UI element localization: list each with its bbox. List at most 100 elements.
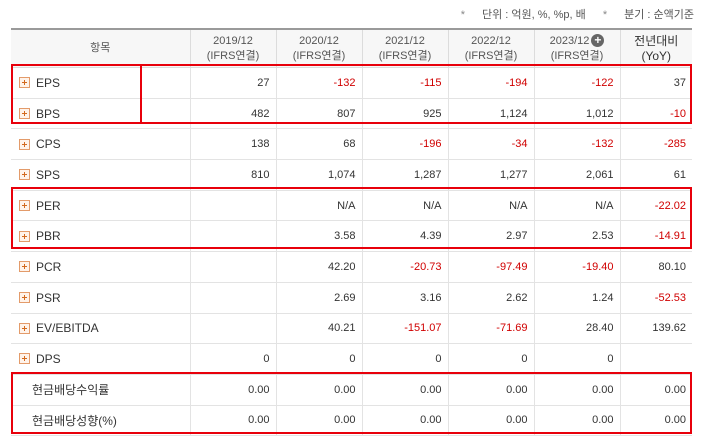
yoy-column-header: 전년대비 (YoY) [619,28,692,68]
row-label: EPS [36,75,61,90]
header-row: 항목 2019/12 (IFRS연결) 2020/12 (IFRS연결) 2021/12… [11,28,692,68]
value-cell: 0.00 [189,405,276,437]
value-cell: 28.40 [533,313,620,345]
value-cell: 0.00 [361,405,448,437]
value-cell [189,220,276,253]
year-column-header: 2020/12 (IFRS연결) [275,28,363,68]
row-label-cell[interactable]: PBR [11,220,190,253]
table-row: PBR 3.58 4.39 2.97 2.53 -14.91 [11,220,692,253]
year-column-header: 2023/12 + (IFRS연결) [533,28,621,68]
row-label-cell[interactable]: EV/EBITDA [11,313,190,345]
value-cell: 80.10 [619,251,692,283]
row-label: EV/EBITDA [36,321,99,336]
value-cell: -71.69 [447,313,534,345]
value-cell: 0.00 [533,374,620,406]
plus-box-icon[interactable] [19,291,30,303]
value-cell: 925 [361,98,448,130]
basis-label: (IFRS연결) [378,49,432,62]
plus-box-icon[interactable] [19,322,30,334]
value-cell: 0.00 [447,405,534,437]
value-cell: -151.07 [361,313,448,345]
table-row: DPS 0 0 0 0 0 [11,343,692,375]
value-cell: -34 [447,128,534,161]
value-cell: 810 [189,159,276,191]
table-row: PSR 2.69 3.16 2.62 1.24 -52.53 [11,282,692,314]
value-cell: 0 [275,343,362,375]
value-cell: 40.21 [275,313,362,345]
row-label-cell[interactable]: BPS [11,98,190,130]
value-cell: 68 [275,128,362,161]
plus-circle-icon[interactable]: + [591,34,605,48]
value-cell: -196 [361,128,448,161]
row-label-cell[interactable]: EPS [11,67,190,99]
plus-box-icon[interactable] [19,261,30,273]
value-cell: 0.00 [533,405,620,437]
value-cell: 1,124 [447,98,534,130]
plus-box-icon[interactable] [19,230,30,242]
period-note-text: 분기 : 순액기준 [624,9,694,21]
value-cell: 2.69 [275,282,362,314]
year-column-header: 2022/12 (IFRS연결) [447,28,535,68]
value-cell: 0 [533,343,620,375]
unit-note: * 단위 : 억원, %, %p, 배 [460,9,586,21]
value-cell: 42.20 [275,251,362,283]
row-label-cell[interactable]: SPS [11,159,190,191]
value-cell: 2.97 [447,220,534,253]
value-cell [189,313,276,345]
table-row: PCR 42.20 -20.73 -97.49 -19.40 80.10 [11,251,692,283]
value-cell [189,190,276,222]
row-label: DPS [36,352,61,367]
value-cell: -194 [447,67,534,99]
table-row: PER N/A N/A N/A N/A -22.02 [11,190,692,222]
value-cell: -10 [619,98,692,130]
year-label: 2019/12 [213,34,253,47]
plus-box-icon[interactable] [19,353,30,365]
value-cell: 3.16 [361,282,448,314]
yoy-label: 전년대비 [634,33,679,48]
yoy-sublabel: (YoY) [641,48,672,63]
basis-label: (IFRS연결) [206,49,260,62]
plus-box-icon[interactable] [19,77,30,89]
value-cell: 139.62 [619,313,692,345]
row-label: PCR [36,259,62,274]
value-cell: 0.00 [619,374,692,406]
value-cell: -14.91 [619,220,692,253]
value-cell: 61 [619,159,692,191]
value-cell: 482 [189,98,276,130]
value-cell: 1,074 [275,159,362,191]
row-label-cell[interactable]: PCR [11,251,190,283]
value-cell: 0.00 [189,374,276,406]
value-cell: 0 [361,343,448,375]
table-row: 현금배당수익률 0.00 0.00 0.00 0.00 0.00 0.00 [11,374,692,406]
basis-label: (IFRS연결) [464,49,518,62]
row-label-cell[interactable]: PSR [11,282,190,314]
value-cell: 27 [189,67,276,99]
value-cell: -115 [361,67,448,99]
plus-box-icon[interactable] [19,169,30,181]
value-cell: 0 [447,343,534,375]
value-cell: -52.53 [619,282,692,314]
value-cell: 2.53 [533,220,620,253]
table-notes: * 단위 : 억원, %, %p, 배 * 분기 : 순액기준 [461,6,694,22]
item-column-header: 항목 [11,28,191,68]
row-label-cell[interactable]: CPS [11,128,190,161]
basis-label: (IFRS연결) [550,49,604,62]
value-cell: N/A [275,190,362,222]
value-cell: 37 [619,67,692,99]
table-row: 현금배당성향(%) 0.00 0.00 0.00 0.00 0.00 0.00 [11,405,692,437]
plus-box-icon[interactable] [19,107,30,119]
row-label-cell[interactable]: DPS [11,343,190,375]
year-label: 2020/12 [299,34,339,47]
value-cell: 4.39 [361,220,448,253]
year-label: 2021/12 [385,34,425,47]
row-label-cell: 현금배당성향(%) [11,405,190,437]
value-cell: 2,061 [533,159,620,191]
value-cell: -285 [619,128,692,161]
value-cell: 1.24 [533,282,620,314]
plus-box-icon[interactable] [19,138,30,150]
row-label-cell[interactable]: PER [11,190,190,222]
value-cell: -19.40 [533,251,620,283]
table-row: EV/EBITDA 40.21 -151.07 -71.69 28.40 139.62 [11,313,692,345]
row-label: PBR [36,229,61,244]
plus-box-icon[interactable] [19,199,30,211]
